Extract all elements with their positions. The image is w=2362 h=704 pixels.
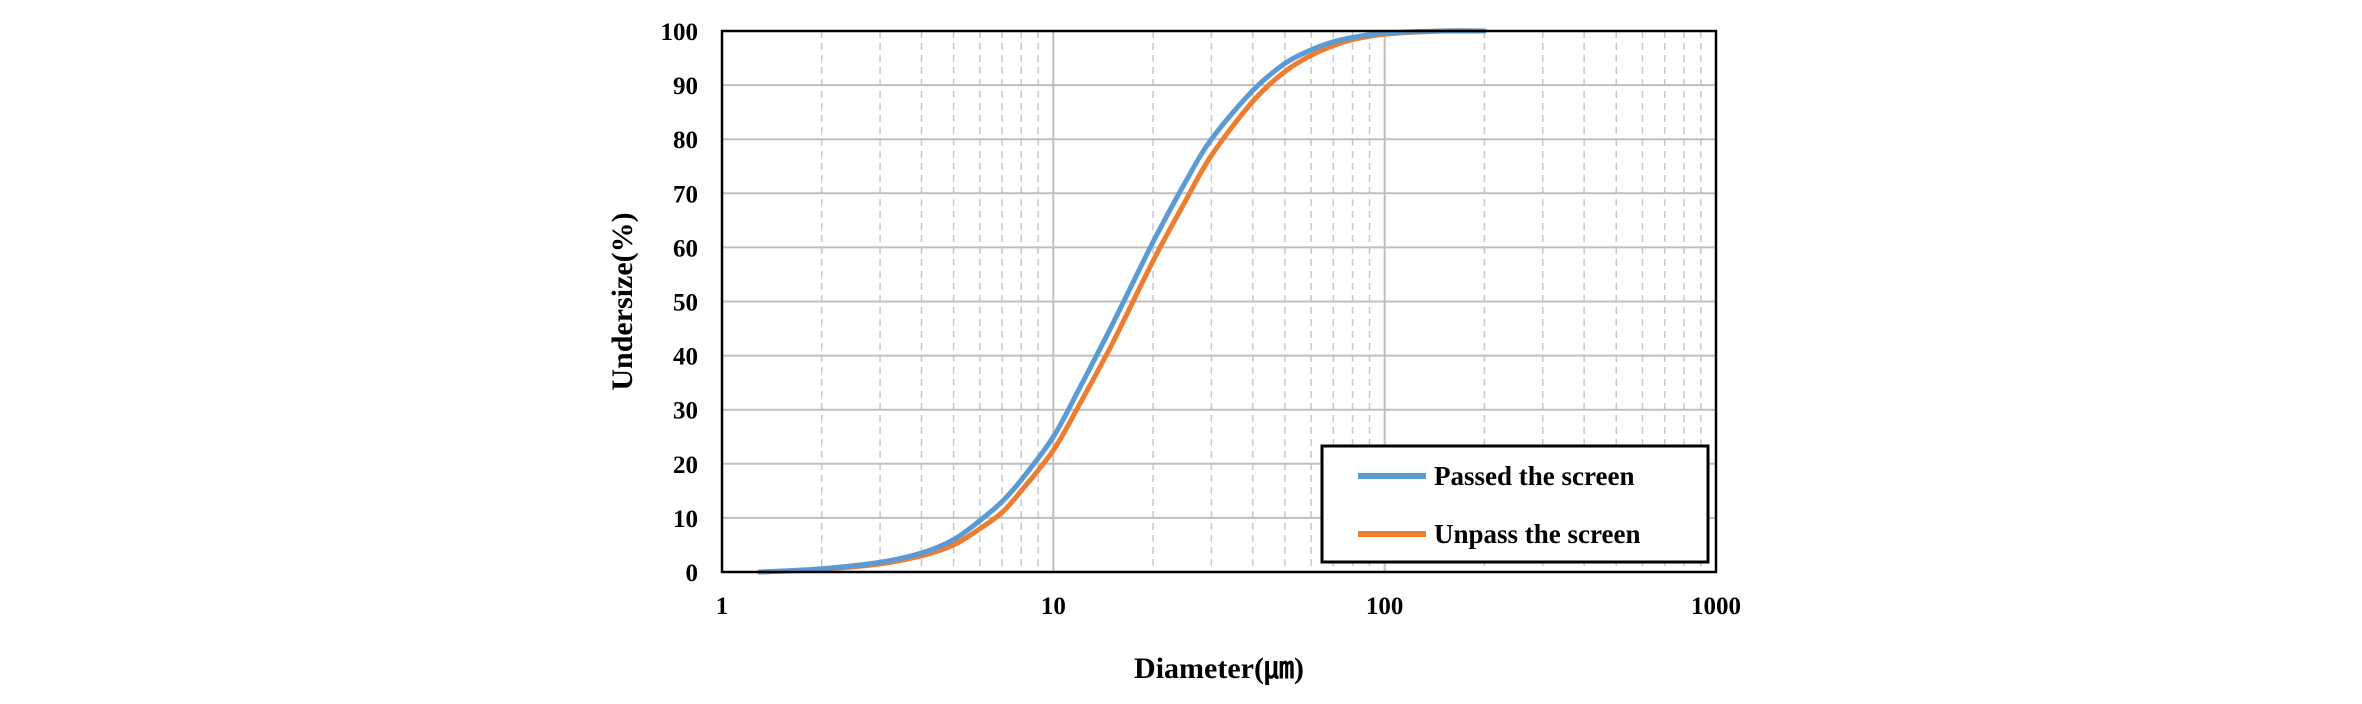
x-tick-label: 1000 [1691, 593, 1741, 620]
series-line-unpass [757, 28, 1487, 575]
legend-label-passed: Passed the screen [1434, 461, 1634, 491]
series-line-passed [757, 28, 1487, 575]
y-tick-label: 0 [686, 560, 699, 587]
y-axis-title: Undersize(%) [606, 212, 639, 390]
y-tick-label: 70 [673, 181, 698, 208]
series-layer [757, 28, 1487, 575]
y-tick-label: 90 [673, 73, 698, 100]
y-tick-label: 30 [673, 398, 698, 425]
y-tick-label: 50 [673, 290, 698, 317]
x-axis-title: Diameter(㎛) [1134, 652, 1304, 686]
x-tick-label: 10 [1041, 593, 1066, 620]
x-tick-label: 1 [716, 593, 729, 620]
y-tick-label: 20 [673, 452, 698, 479]
y-tick-label: 10 [673, 506, 698, 533]
y-tick-label: 80 [673, 127, 698, 154]
y-tick-labels: 0 10 20 30 40 50 60 70 80 90 100 [661, 19, 699, 587]
y-tick-label: 60 [673, 235, 698, 262]
legend-label-unpass: Unpass the screen [1434, 519, 1641, 549]
legend: Passed the screen Unpass the screen [1320, 444, 1710, 564]
plot-frame [720, 29, 1718, 574]
y-tick-label: 40 [673, 344, 698, 371]
x-tick-labels: 1 10 100 1000 [716, 593, 1741, 620]
legend-box [1320, 444, 1710, 564]
y-tick-label: 100 [661, 19, 699, 46]
x-tick-label: 100 [1366, 593, 1404, 620]
